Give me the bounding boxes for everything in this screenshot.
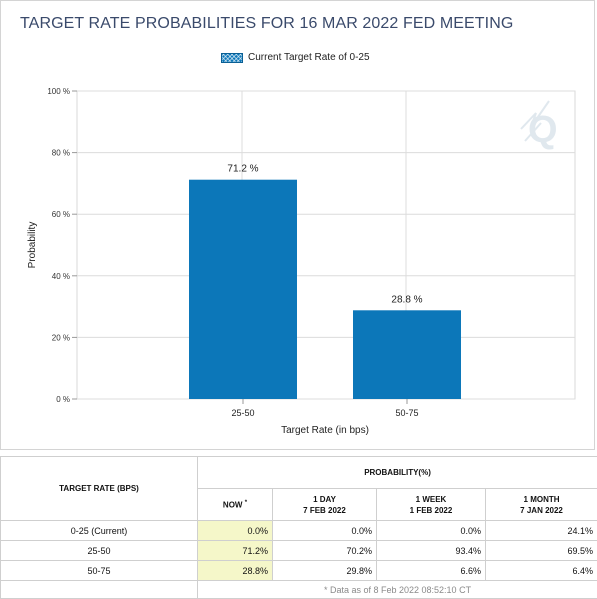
y-tick-label: 80 % (52, 149, 70, 158)
now-marker: * (245, 500, 247, 506)
now-cell: 71.2% (198, 541, 273, 561)
rate-cell: 25-50 (1, 541, 198, 561)
one-day-cell: 0.0% (273, 521, 377, 541)
one-month-label: 1 MONTH (487, 494, 596, 505)
now-cell: 28.8% (198, 561, 273, 581)
x-tick-labels: 25-50 50-75 (231, 399, 418, 418)
bar-25-50 (189, 180, 297, 399)
one-month-cell: 6.4% (486, 561, 597, 581)
q-logo-watermark: Q (521, 101, 558, 151)
rate-cell: 50-75 (1, 561, 198, 581)
one-month-date: 7 JAN 2022 (487, 505, 596, 516)
rate-column-header: TARGET RATE (BPS) (1, 457, 198, 521)
y-tick-label: 100 % (47, 87, 70, 96)
one-day-cell: 70.2% (273, 541, 377, 561)
now-label: NOW (223, 501, 243, 510)
one-week-cell: 93.4% (377, 541, 486, 561)
one-month-cell: 69.5% (486, 541, 597, 561)
y-tick-label: 40 % (52, 272, 70, 281)
table-row: 0-25 (Current) 0.0% 0.0% 0.0% 24.1% (1, 521, 597, 541)
grid-lines (72, 91, 575, 399)
x-tick-label: 25-50 (231, 408, 254, 418)
one-day-cell: 29.8% (273, 561, 377, 581)
probability-table: TARGET RATE (BPS) PROBABILITY(%) NOW * 1… (0, 456, 597, 599)
now-column-header: NOW * (198, 489, 273, 521)
one-week-column-header: 1 WEEK 1 FEB 2022 (377, 489, 486, 521)
footnote-spacer (1, 581, 198, 599)
one-week-cell: 0.0% (377, 521, 486, 541)
probability-table-wrap: TARGET RATE (BPS) PROBABILITY(%) NOW * 1… (0, 456, 597, 599)
plot-frame (77, 91, 575, 399)
probability-header: PROBABILITY(%) (198, 457, 597, 489)
y-axis-label: Probability (27, 222, 38, 269)
one-month-cell: 24.1% (486, 521, 597, 541)
rate-cell: 0-25 (Current) (1, 521, 198, 541)
y-tick-label: 20 % (52, 333, 70, 342)
one-day-column-header: 1 DAY 7 FEB 2022 (273, 489, 377, 521)
one-month-column-header: 1 MONTH 7 JAN 2022 (486, 489, 597, 521)
bar-value-label: 71.2 % (227, 164, 258, 175)
one-week-date: 1 FEB 2022 (378, 505, 484, 516)
now-cell: 0.0% (198, 521, 273, 541)
x-tick-label: 50-75 (395, 408, 418, 418)
bar-value-label: 28.8 % (391, 294, 422, 305)
chart-panel: TARGET RATE PROBABILITIES FOR 16 MAR 202… (0, 0, 595, 450)
table-row: 50-75 28.8% 29.8% 6.6% 6.4% (1, 561, 597, 581)
y-tick-labels: 0 % 20 % 40 % 60 % 80 % 100 % (47, 87, 70, 404)
svg-text:Q: Q (528, 109, 558, 151)
bar-chart: 0 % 20 % 40 % 60 % 80 % 100 % 71.2 % 28.8 % 25… (1, 1, 596, 451)
table-row: 25-50 71.2% 70.2% 93.4% 69.5% (1, 541, 597, 561)
y-tick-label: 60 % (52, 210, 70, 219)
data-timestamp-footnote: * Data as of 8 Feb 2022 08:52:10 CT (198, 581, 597, 599)
one-week-label: 1 WEEK (378, 494, 484, 505)
x-axis-label: Target Rate (in bps) (281, 425, 369, 436)
one-day-date: 7 FEB 2022 (274, 505, 375, 516)
one-week-cell: 6.6% (377, 561, 486, 581)
bars (189, 180, 461, 399)
bar-50-75 (353, 310, 461, 399)
y-tick-label: 0 % (56, 395, 70, 404)
one-day-label: 1 DAY (274, 494, 375, 505)
